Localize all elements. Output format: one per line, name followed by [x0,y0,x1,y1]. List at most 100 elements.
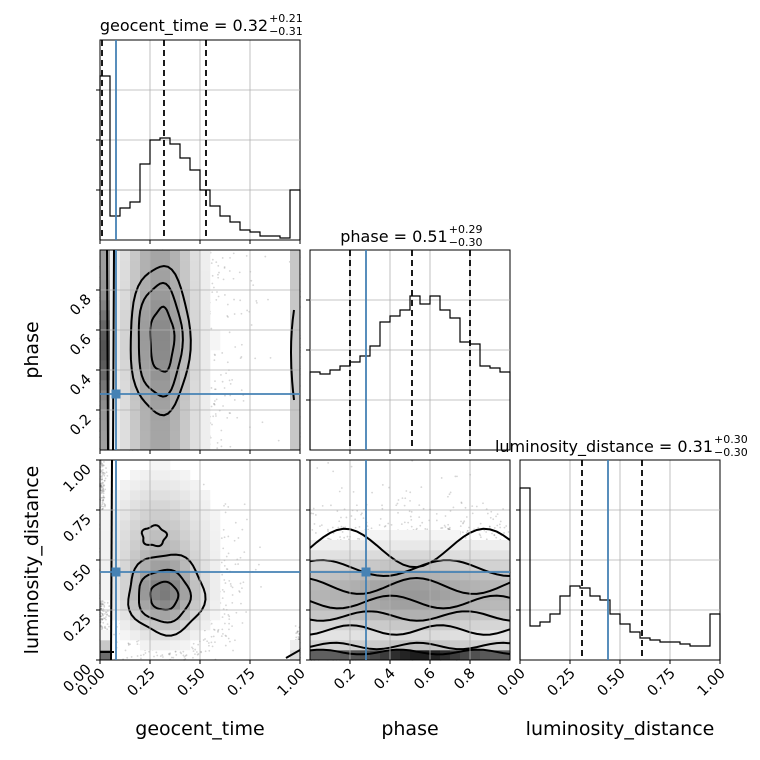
geocent-phase-density-cell [210,340,221,351]
geocent-distance-density-cell [140,500,151,511]
geocent-phase-density-cell [180,380,191,391]
geocent-distance-sample-point [191,646,193,649]
geocent-distance-sample-point [108,605,111,608]
geocent-distance-sample-point [225,555,228,558]
geocent-phase-density-cell [150,300,161,311]
geocent-phase-sample-point [217,273,219,276]
geocent-distance-density-cell [100,550,111,561]
geocent-phase-sample-point [220,429,223,432]
geocent-distance-density-cell [200,570,211,581]
geocent-phase-sample-point [236,416,239,419]
geocent-distance-density-cell [180,500,191,511]
geocent-phase-sample-point [215,398,218,401]
geocent-phase-density-cell [130,300,141,311]
geocent-phase-density-cell [290,410,301,421]
geocent-distance-sample-point [200,650,202,653]
geocent-distance-sample-point [100,489,103,492]
geocent-distance-sample-point [221,573,224,576]
geocent-phase-density-cell [100,360,111,371]
geocent-distance-sample-point [136,655,139,657]
geocent-phase-density-cell [140,250,151,261]
geocent-distance-sample-point [230,585,232,587]
geocent-distance-sample-point [223,536,226,539]
geocent-phase-density-cell [150,430,161,441]
geocent-phase-density-cell [290,440,301,451]
geocent-phase-density-cell [200,280,211,291]
geocent-phase-sample-point [245,255,248,257]
geocent-phase-density-cell [100,430,111,441]
geocent-distance-sample-point [106,614,108,616]
geocent-distance-density-cell [180,610,191,621]
geocent-phase-density-cell [130,370,141,381]
geocent-distance-sample-point [103,605,106,608]
geocent-distance-density-cell [120,560,131,571]
geocent-phase-density-cell [170,410,181,421]
geocent-distance-sample-point [103,496,106,499]
geocent-phase-density-cell [190,300,201,311]
geocent-phase-sample-point [232,277,235,280]
geocent-distance-density-cell [130,480,141,491]
geocent-phase-density-cell [190,320,201,331]
geocent-distance-sample-point [106,601,109,604]
geocent-distance-sample-point [104,504,107,506]
geocent-distance-density-cell [150,550,161,561]
geocent-distance-sample-point [101,603,104,606]
geocent-distance-sample-point [234,563,237,566]
geocent-phase-density-cell [180,280,191,291]
geocent-distance-sample-point [101,476,103,478]
geocent-phase-density-cell [150,260,161,271]
geocent-phase-density-cell [150,390,161,401]
geocent-distance-density-cell [150,570,161,581]
geocent-phase-density-cell [190,260,201,271]
geocent-phase-sample-point [239,299,242,302]
geocent-distance-sample-point [231,594,234,596]
geocent-phase-density-cell [160,330,171,341]
geocent-distance-density-cell [200,530,211,541]
geocent-phase-sample-point [222,278,225,281]
geocent-distance-sample-point [102,471,104,474]
geocent-phase-density-cell [120,370,131,381]
geocent-phase-density-cell [170,320,181,331]
geocent-phase-density-cell [190,350,201,361]
geocent-distance-density-cell [140,590,151,601]
geocent-distance-density-cell [180,510,191,521]
geocent-distance-density-cell [120,590,131,601]
geocent-distance-sample-point [102,481,105,484]
geocent-distance-sample-point [212,628,215,631]
geocent-phase-sample-point [215,299,218,301]
geocent-phase-sample-point [220,374,222,376]
geocent-phase-density-cell [120,250,131,261]
geocent-distance-density-cell [180,620,191,631]
geocent-phase-sample-point [220,438,223,441]
geocent-phase-density-cell [150,250,161,261]
geocent-distance-sample-point [213,629,216,631]
geocent-distance-sample-point [144,652,147,654]
geocent-phase-sample-point [231,379,234,381]
geocent-phase-sample-point [215,415,217,417]
geocent-phase-density-cell [180,430,191,441]
geocent-distance-sample-point [238,591,241,593]
geocent-distance-sample-point [184,657,187,660]
geocent-distance-density-cell [150,530,161,541]
geocent-distance-sample-point [107,614,110,617]
geocent-distance-density-cell [150,590,161,601]
geocent-distance-density-cell [140,510,151,521]
geocent-distance-sample-point [100,486,103,489]
geocent-distance-sample-point [136,640,138,643]
geocent-phase-sample-point [224,394,226,397]
geocent-distance-density-cell [190,500,201,511]
geocent-distance-sample-point [223,613,226,615]
geocent-phase-sample-point [216,291,218,293]
geocent-distance-density-cell [150,470,161,481]
geocent-phase-density-cell [160,370,171,381]
geocent-distance-sample-point [224,503,227,505]
geocent-distance-sample-point [210,635,213,638]
geocent-distance-sample-point [100,612,103,615]
geocent-distance-sample-point [101,474,104,477]
geocent-distance-sample-point [235,611,238,614]
geocent-phase-sample-point [215,261,218,264]
geocent-distance-density-cell [160,560,171,571]
geocent-distance-sample-point [100,607,103,610]
geocent-phase-sample-point [261,421,264,424]
geocent-phase-sample-point [214,354,216,357]
